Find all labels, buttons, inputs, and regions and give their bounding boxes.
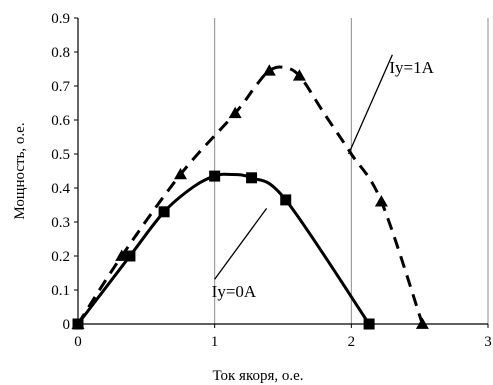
y-tick-label: 0.4 (51, 181, 70, 197)
y-tick-label: 0.7 (51, 79, 70, 95)
point-iy-0a (158, 206, 170, 218)
point-iy-0a (246, 172, 258, 184)
point-iy-1a (228, 106, 242, 119)
point-iy-1a (415, 317, 429, 329)
annotation-leader (348, 54, 393, 155)
point-iy-0a (280, 194, 292, 206)
point-iy-1a (292, 69, 306, 81)
point-iy-1a (374, 195, 388, 207)
point-iy-0a (72, 318, 84, 330)
point-iy-0a (363, 318, 375, 330)
y-tick-label: 0.8 (51, 45, 70, 61)
annotation-label: Iy=0A (212, 282, 257, 301)
tick-labels: 0 0.1 0.2 0.3 0.4 0.5 0.6 0.7 0.8 0.9 0 1 2 3 (51, 11, 492, 350)
y-tick-label: 0.1 (51, 283, 70, 299)
grid (214, 18, 489, 324)
y-axis-label: Мощность, о.е. (12, 122, 28, 219)
point-iy-0a (124, 250, 136, 262)
annotations: Iy=1A Iy=0A (212, 54, 435, 301)
annotation-label: Iy=1A (389, 58, 434, 77)
x-tick-label: 0 (74, 334, 82, 350)
annotation-leader (214, 208, 268, 280)
point-iy-1a (262, 64, 276, 76)
y-tick-label: 0.9 (51, 11, 70, 27)
point-iy-0a (209, 170, 221, 182)
series-group (71, 64, 429, 330)
y-tick-label: 0.5 (51, 147, 70, 163)
y-tick-label: 0 (63, 317, 71, 333)
x-tick-label: 3 (484, 334, 492, 350)
y-tick-label: 0.3 (51, 215, 70, 231)
series-line-iy-1a (76, 65, 424, 325)
series-line-iy-0a (76, 172, 371, 325)
point-iy-1a (174, 167, 187, 180)
y-tick-label: 0.6 (51, 113, 70, 129)
x-tick-label: 1 (211, 334, 219, 350)
x-tick-label: 2 (348, 334, 356, 350)
x-axis-label: Ток якоря, о.е. (212, 368, 303, 384)
y-tick-label: 0.2 (51, 249, 70, 265)
